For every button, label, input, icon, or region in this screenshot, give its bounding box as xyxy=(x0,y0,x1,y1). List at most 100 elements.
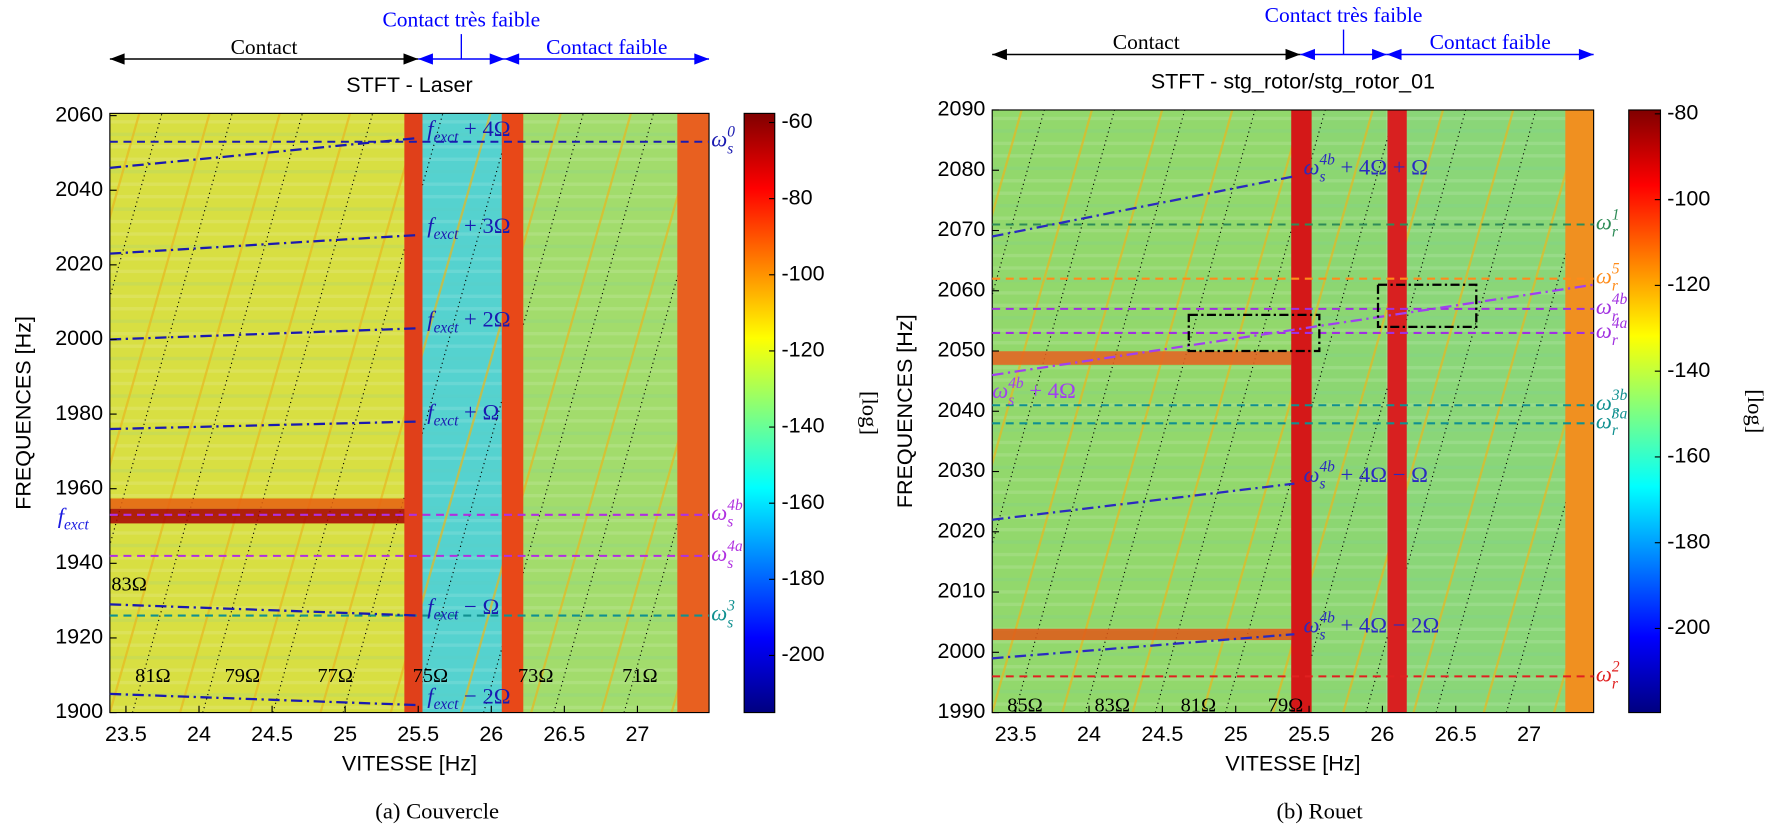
order-line xyxy=(530,113,703,713)
label-main: ω xyxy=(711,127,727,152)
order-line xyxy=(992,109,1164,713)
label-sup: 5 xyxy=(1612,260,1620,277)
order-label: 85Ω xyxy=(1007,695,1043,717)
y-tick-label: 2040 xyxy=(55,177,103,201)
label-sup: 3 xyxy=(726,597,735,614)
label-sub: r xyxy=(1612,404,1619,421)
x-tick-label: 24.5 xyxy=(251,722,293,746)
harmonic-track xyxy=(992,482,1295,521)
label-sub: exct xyxy=(434,319,459,336)
arrowhead xyxy=(992,48,1007,61)
colorbar-tick-label: -180 xyxy=(1667,529,1710,553)
label-sub: exct xyxy=(434,696,459,713)
x-tick-label: 24.5 xyxy=(1141,722,1183,746)
label-tail: + 4Ω − Ω xyxy=(1335,462,1428,487)
order-line xyxy=(992,109,1116,546)
colorbar-tick-label: -160 xyxy=(1667,444,1710,468)
spectrum-stripe xyxy=(1291,109,1312,713)
label-sup: 4a xyxy=(727,537,743,554)
highlight-box xyxy=(1187,313,1321,353)
region-label: Contact faible xyxy=(546,35,667,59)
math-label: ω4b s + 4Ω − Ω xyxy=(1303,458,1428,492)
label-tail: + 3Ω xyxy=(458,213,510,238)
label-sup: 4b xyxy=(1612,290,1628,307)
y-tick-label: 1990 xyxy=(938,699,986,723)
arrowhead xyxy=(109,53,125,65)
harmonic-track xyxy=(992,283,1594,377)
order-label: 75Ω xyxy=(413,665,449,687)
label-main: f xyxy=(427,213,436,238)
label-tail: − 2Ω xyxy=(458,684,510,709)
colorbar-tick-label: -200 xyxy=(782,642,825,666)
y-tick-label: 2000 xyxy=(55,326,103,350)
order-line xyxy=(179,113,352,713)
x-tick-label: 23.5 xyxy=(995,722,1037,746)
math-label: ω3b r xyxy=(1596,387,1628,421)
region-label: Contact très faible xyxy=(382,8,540,32)
label-tail: + 2Ω xyxy=(458,307,510,332)
arrowhead xyxy=(1386,48,1402,61)
math-label: ω4b s xyxy=(711,496,743,530)
colorbar xyxy=(1628,109,1662,714)
math-label: ω5 r xyxy=(1596,260,1620,294)
label-sup: 0 xyxy=(727,123,735,140)
region-label: Contact xyxy=(231,35,298,59)
arrowhead xyxy=(504,53,520,65)
harmonic-track xyxy=(109,420,419,431)
harmonic-track xyxy=(992,633,1295,660)
harmonic-track xyxy=(109,692,419,707)
label-sub: exct xyxy=(64,516,89,533)
x-tick-label: 25.5 xyxy=(397,722,439,746)
label-main: ω xyxy=(992,378,1008,403)
arrowhead xyxy=(418,53,433,65)
colorbar-tick-label: -160 xyxy=(782,490,825,514)
math-label: fexct xyxy=(58,504,90,533)
x-tick-label: 24 xyxy=(187,722,211,746)
label-tail: + 4Ω − 2Ω xyxy=(1335,613,1439,638)
spectrum-stripe xyxy=(501,113,524,713)
label-sub: s xyxy=(1319,626,1325,643)
math-label: ω4a s xyxy=(711,537,743,571)
label-sub: s xyxy=(1008,392,1014,409)
label-main: f xyxy=(427,594,436,619)
label-tail: − Ω xyxy=(458,594,499,619)
label-main: ω xyxy=(711,601,727,626)
arrowhead xyxy=(489,53,505,65)
caption: (a) Couvercle xyxy=(375,799,499,824)
colorbar-tick-label: -80 xyxy=(782,185,813,209)
label-main: ω xyxy=(1596,409,1612,434)
label-main: f xyxy=(58,504,67,529)
spectrum-stripe xyxy=(1387,109,1407,713)
arrowhead xyxy=(1285,48,1301,61)
plot-area xyxy=(109,113,710,713)
spectrum-band xyxy=(992,351,1292,365)
spectrum-band xyxy=(109,508,408,524)
label-sub: s xyxy=(727,614,733,631)
label-main: f xyxy=(427,116,436,141)
order-line xyxy=(1412,109,1585,713)
order-line xyxy=(1131,109,1304,713)
y-tick-label: 2050 xyxy=(938,338,986,362)
label-main: ω xyxy=(1303,613,1319,638)
math-label: ω2 r xyxy=(1596,658,1620,692)
order-label: 83Ω xyxy=(111,573,147,595)
order-line xyxy=(109,113,281,713)
colorbar-tick-label: -100 xyxy=(782,261,825,285)
y-tick-label: 2070 xyxy=(938,217,986,241)
label-sub: r xyxy=(1612,277,1619,294)
label-sub: exct xyxy=(434,226,459,243)
y-tick-label: 2010 xyxy=(938,579,986,603)
label-sup: 4a xyxy=(1612,314,1628,331)
label-main: f xyxy=(427,307,436,332)
label-tail: + 4Ω xyxy=(458,116,510,141)
label-tail: + Ω xyxy=(458,400,499,425)
math-label: ω4b s + 4Ω − 2Ω xyxy=(1303,609,1439,643)
order-line xyxy=(1084,109,1256,713)
x-tick-label: 26.5 xyxy=(1435,722,1477,746)
x-tick-label: 25 xyxy=(333,722,357,746)
math-label: ω0 s xyxy=(711,123,735,157)
colorbar xyxy=(743,112,776,714)
y-axis-label: FREQUENCES [Hz] xyxy=(893,314,917,508)
y-tick-label: 2090 xyxy=(938,97,986,121)
